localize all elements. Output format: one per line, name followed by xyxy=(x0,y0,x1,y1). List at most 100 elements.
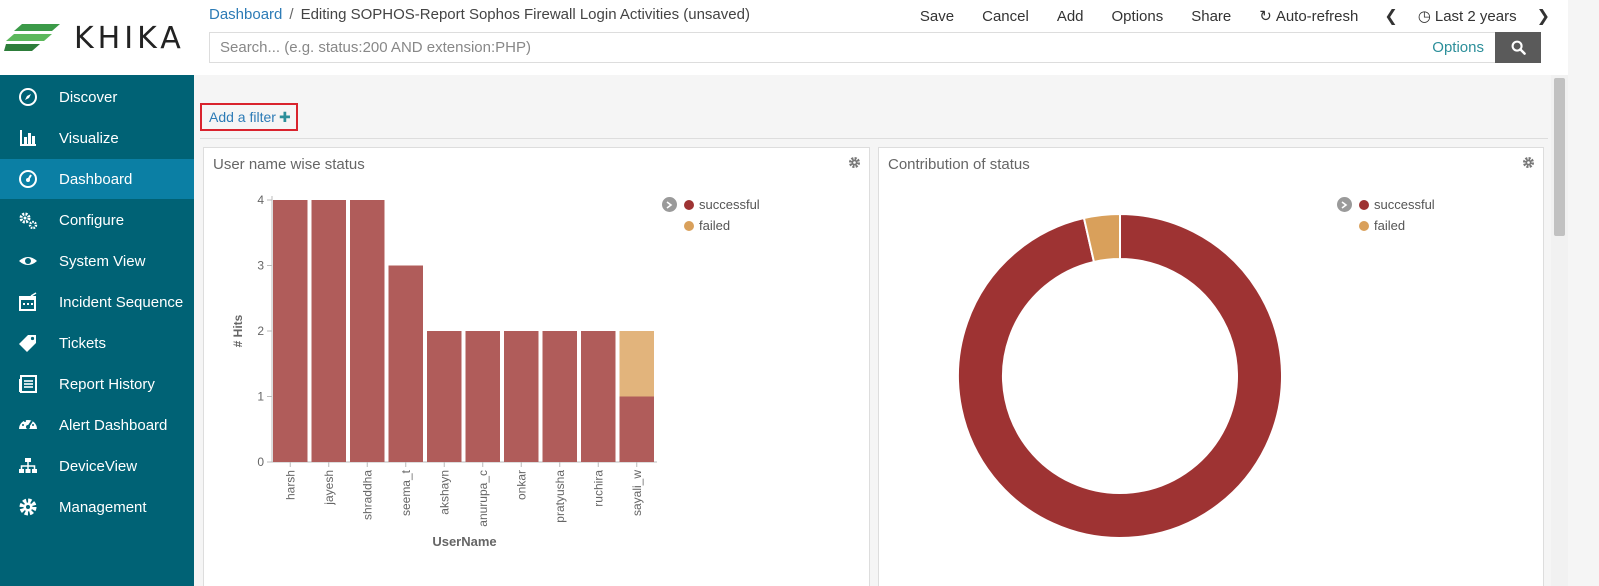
legend-label: successful xyxy=(699,197,760,212)
sidebar-item-configure[interactable]: Configure xyxy=(0,200,194,240)
save-button[interactable]: Save xyxy=(919,7,955,25)
sidebar-item-alert-dashboard[interactable]: Alert Dashboard xyxy=(0,405,194,445)
search-bar: Options xyxy=(209,32,1541,63)
sidebar-item-deviceview[interactable]: DeviceView xyxy=(0,446,194,486)
legend-item-failed[interactable]: failed xyxy=(1337,215,1435,236)
x-tick-label: jayesh xyxy=(322,470,336,506)
legend-toggle-icon[interactable] xyxy=(662,197,677,212)
sidebar-item-label: Management xyxy=(59,498,147,516)
auto-refresh-label: Auto-refresh xyxy=(1275,8,1359,25)
bar-successful xyxy=(465,331,500,462)
cancel-button[interactable]: Cancel xyxy=(982,7,1029,25)
bar-successful xyxy=(427,331,462,462)
x-tick-label: akshayn xyxy=(437,470,451,515)
logo-stripes-icon xyxy=(4,24,60,51)
breadcrumb-separator: / xyxy=(289,6,294,23)
panel-title: Contribution of status xyxy=(888,156,1030,173)
legend-item-successful[interactable]: successful xyxy=(662,194,760,215)
refresh-icon: ↻ xyxy=(1259,8,1272,25)
sidebar-item-tickets[interactable]: Tickets xyxy=(0,323,194,363)
sidebar-item-label: Configure xyxy=(59,211,125,229)
breadcrumb-current: Editing SOPHOS-Report Sophos Firewall Lo… xyxy=(300,6,750,23)
sidebar-item-label: Alert Dashboard xyxy=(59,416,168,434)
bar-successful xyxy=(350,200,385,462)
bar-failed xyxy=(619,331,654,397)
bar-successful xyxy=(542,331,577,462)
bar-chart-icon xyxy=(18,128,38,148)
legend-item-failed[interactable]: failed xyxy=(662,215,760,236)
eye-icon xyxy=(18,251,38,271)
bar-successful xyxy=(388,265,423,462)
previous-time-chevron-icon[interactable]: ❮ xyxy=(1384,8,1398,25)
donut-chart xyxy=(957,212,1283,539)
report-icon xyxy=(18,374,38,394)
add-filter-label: Add a filter xyxy=(209,109,276,125)
x-tick-label: sayali_w xyxy=(630,470,644,516)
time-picker-button[interactable]: ◷ Last 2 years xyxy=(1418,7,1517,25)
add-button[interactable]: Add xyxy=(1056,7,1084,25)
sidebar-item-dashboard[interactable]: Dashboard xyxy=(0,159,194,199)
scrollbar-thumb[interactable] xyxy=(1554,78,1565,236)
next-time-chevron-icon[interactable]: ❯ xyxy=(1536,8,1550,25)
x-tick-label: seema_t xyxy=(399,469,413,516)
gears-icon xyxy=(18,210,38,230)
x-tick-label: pratyusha xyxy=(553,470,567,523)
sidebar-item-label: Visualize xyxy=(59,129,119,147)
search-icon xyxy=(1511,40,1526,55)
sitemap-icon xyxy=(18,456,38,476)
y-tick-label: 4 xyxy=(257,193,264,207)
bar-successful xyxy=(311,200,346,462)
y-tick-label: 3 xyxy=(257,259,264,273)
sidebar: Discover Visualize Dashboard Configure S… xyxy=(0,75,194,586)
legend-dot xyxy=(1359,220,1369,231)
auto-refresh-button[interactable]: ↻ Auto-refresh xyxy=(1259,7,1358,25)
bar-successful xyxy=(273,200,308,462)
tag-icon xyxy=(18,333,38,353)
bar-successful xyxy=(619,396,654,462)
bar-chart-legend: successful failed xyxy=(662,194,760,236)
x-tick-label: onkar xyxy=(514,470,528,500)
sidebar-item-incident-sequence[interactable]: Incident Sequence xyxy=(0,282,194,322)
panel-user-name-wise-status: User name wise status 0 1 2 3 4 harsh jayesh sh… xyxy=(203,147,870,586)
sidebar-item-visualize[interactable]: Visualize xyxy=(0,118,194,158)
panel-gear-icon[interactable] xyxy=(1522,156,1535,169)
x-tick-label: harsh xyxy=(283,470,297,500)
time-range-label: Last 2 years xyxy=(1434,8,1517,25)
sidebar-item-label: Tickets xyxy=(59,334,106,352)
add-filter-button[interactable]: Add a filter ✚ xyxy=(200,103,298,131)
sidebar-item-label: Dashboard xyxy=(59,170,133,188)
y-tick-label: 2 xyxy=(257,324,264,338)
khika-logo[interactable]: KHIKA xyxy=(4,20,194,60)
y-tick-label: 0 xyxy=(257,455,264,469)
sidebar-item-label: DeviceView xyxy=(59,457,138,475)
top-menu: Save Cancel Add Options Share ↻ Auto-refr… xyxy=(920,6,1550,26)
search-input[interactable] xyxy=(210,33,1400,62)
legend-toggle-icon[interactable] xyxy=(1337,197,1352,212)
sidebar-item-discover[interactable]: Discover xyxy=(0,77,194,117)
bar-chart: 0 1 2 3 4 harsh jayesh shraddha seema_t akshayn an… xyxy=(231,193,657,549)
top-bar: KHIKA Dashboard / Editing SOPHOS-Report So… xyxy=(0,0,1568,75)
calendar-icon xyxy=(18,292,38,312)
sidebar-item-label: Report History xyxy=(59,375,155,393)
legend-item-successful[interactable]: successful xyxy=(1337,194,1435,215)
search-options-link[interactable]: Options xyxy=(1432,39,1484,56)
share-button[interactable]: Share xyxy=(1191,7,1232,25)
x-tick-label: ruchira xyxy=(591,470,605,507)
legend-label: failed xyxy=(699,218,731,233)
gear-icon xyxy=(18,497,38,517)
plus-icon: ✚ xyxy=(278,108,291,125)
sidebar-item-system-view[interactable]: System View xyxy=(0,241,194,281)
sidebar-item-management[interactable]: Management xyxy=(0,487,194,527)
slice-failed xyxy=(1082,212,1121,264)
x-tick-label: shraddha xyxy=(360,470,374,520)
sidebar-item-report-history[interactable]: Report History xyxy=(0,364,194,404)
x-tick-label: anurupa_c xyxy=(476,470,490,527)
options-button[interactable]: Options xyxy=(1111,7,1164,25)
x-axis-title: UserName xyxy=(432,534,496,549)
page-scrollbar[interactable] xyxy=(1551,75,1568,586)
breadcrumb-dashboard-link[interactable]: Dashboard xyxy=(209,6,283,23)
legend-label: failed xyxy=(1374,218,1406,233)
panel-gear-icon[interactable] xyxy=(848,156,861,169)
search-button[interactable] xyxy=(1495,32,1541,63)
sidebar-item-label: System View xyxy=(59,252,146,270)
